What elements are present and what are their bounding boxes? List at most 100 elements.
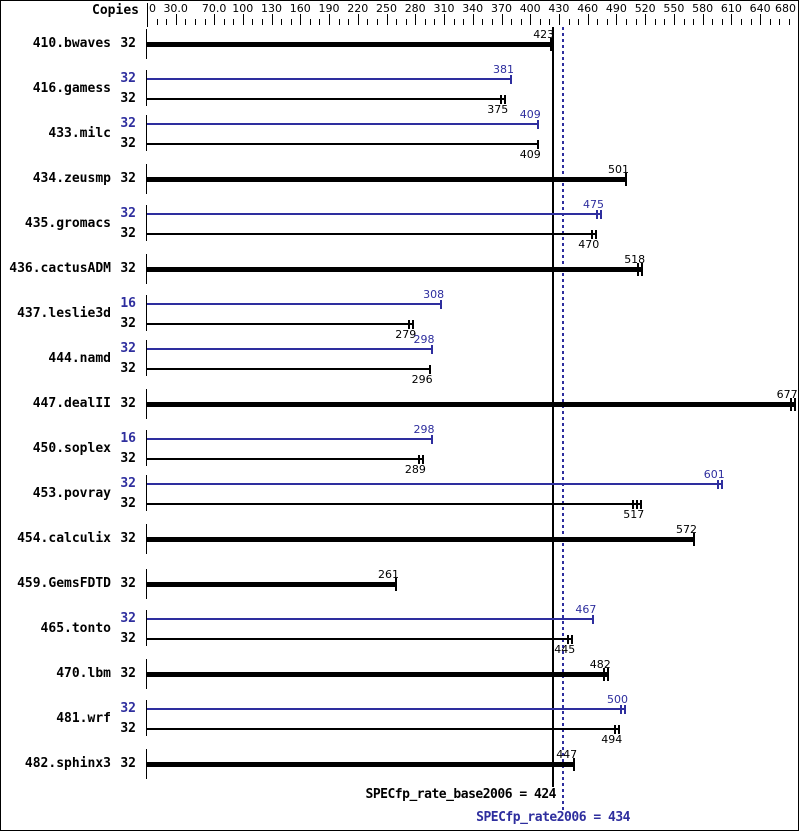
copies-label: 32: [120, 36, 136, 51]
axis-tick: [415, 14, 417, 25]
bar-end-mark: [637, 262, 640, 276]
group-baseline: [146, 700, 147, 736]
copies-label: 32: [120, 701, 136, 716]
base-bar: [147, 323, 415, 325]
bar-end-mark: [641, 262, 644, 276]
copies-label: 32: [120, 361, 136, 376]
copies-column-header: Copies: [92, 3, 139, 18]
axis-tick: [434, 19, 436, 25]
benchmark-label: 453.povray: [32, 486, 111, 501]
copies-label: 32: [120, 451, 136, 466]
axis-tick: [233, 19, 235, 25]
axis-tick-label: 340: [462, 2, 484, 15]
axis-tick: [750, 19, 752, 25]
copies-label: 32: [120, 171, 136, 186]
axis-tick: [386, 14, 388, 25]
bar-end-mark: [430, 434, 433, 444]
value-label: 261: [378, 568, 399, 581]
axis-tick: [578, 19, 580, 25]
axis-tick: [242, 14, 244, 25]
axis-tick-label: 680: [775, 2, 796, 15]
axis-tick-label: 460: [577, 2, 599, 15]
base-bar: [147, 368, 431, 370]
base-bar: [147, 581, 397, 587]
axis-tick: [319, 19, 321, 25]
axis-tick: [214, 14, 216, 25]
axis-tick: [664, 19, 666, 25]
copies-label: 32: [120, 136, 136, 151]
bar-end-mark: [693, 532, 695, 546]
bar-end-mark: [720, 479, 723, 489]
benchmark-label: 481.wrf: [56, 711, 111, 726]
bar-end-mark: [591, 229, 594, 239]
value-label: 289: [404, 463, 426, 476]
axis-tick: [338, 19, 340, 25]
bar-end-mark: [536, 139, 539, 149]
value-label: 445: [554, 643, 576, 656]
value-label: 409: [519, 148, 541, 161]
axis-tick: [281, 19, 283, 25]
bar-end-mark: [571, 634, 574, 644]
axis-tick: [721, 19, 723, 25]
copies-label: 32: [120, 396, 136, 411]
group-baseline: [146, 340, 147, 376]
axis-tick-label: 370: [491, 2, 512, 15]
base-bar: [147, 98, 507, 100]
axis-tick-label: 130: [261, 2, 282, 15]
axis-tick: [539, 19, 541, 25]
value-label: 470: [578, 238, 600, 251]
axis-tick: [271, 14, 273, 25]
peak-bar: [147, 303, 443, 305]
bar-end-mark: [412, 319, 415, 329]
axis-tick: [769, 19, 771, 25]
axis-tick: [606, 19, 608, 25]
copies-label: 32: [120, 71, 136, 86]
peak-bar: [147, 708, 626, 710]
benchmark-label: 433.milc: [48, 126, 111, 141]
axis-tick: [712, 19, 714, 25]
axis-tick-label: 640: [749, 2, 771, 15]
axis-tick: [558, 14, 560, 25]
base-bar: [147, 176, 627, 182]
base-result-label: SPECfp_rate_base2006 = 424: [365, 787, 557, 802]
group-baseline: [146, 29, 147, 59]
axis-tick-label: 70.0: [201, 2, 227, 15]
axis-tick: [405, 19, 407, 25]
value-label: 423: [533, 28, 555, 41]
bar-end-mark: [592, 614, 595, 624]
axis-tick: [367, 19, 369, 25]
group-baseline: [146, 164, 147, 194]
value-label: 298: [413, 333, 435, 346]
axis-tick: [482, 19, 484, 25]
peak-result-label: SPECfp_rate2006 = 434: [476, 810, 630, 825]
value-label: 501: [608, 163, 629, 176]
base-bar: [147, 401, 796, 407]
axis-tick: [252, 19, 254, 25]
base-bar: [147, 266, 644, 272]
axis-tick: [501, 14, 503, 25]
benchmark-label: 459.GemsFDTD: [17, 576, 111, 591]
bar-end-mark: [632, 499, 635, 509]
axis-tick: [779, 19, 781, 25]
group-baseline: [146, 295, 147, 331]
axis-tick: [309, 19, 311, 25]
bar-end-mark: [421, 454, 424, 464]
benchmark-label: 416.gamess: [32, 81, 111, 96]
axis-tick: [549, 19, 551, 25]
peak-bar: [147, 213, 602, 215]
bar-end-mark: [428, 364, 431, 374]
value-label: 467: [575, 603, 597, 616]
copies-label: 32: [120, 226, 136, 241]
axis-tick-label: 250: [376, 2, 397, 15]
axis-tick: [194, 19, 196, 25]
benchmark-label: 450.soplex: [32, 441, 111, 456]
base-bar: [147, 728, 621, 730]
bar-end-mark: [504, 94, 507, 104]
axis-tick: [396, 19, 398, 25]
bar-end-mark: [550, 37, 553, 51]
copies-label: 32: [120, 611, 136, 626]
copies-label: 32: [120, 576, 136, 591]
axis-tick: [702, 14, 704, 25]
group-baseline: [146, 430, 147, 466]
